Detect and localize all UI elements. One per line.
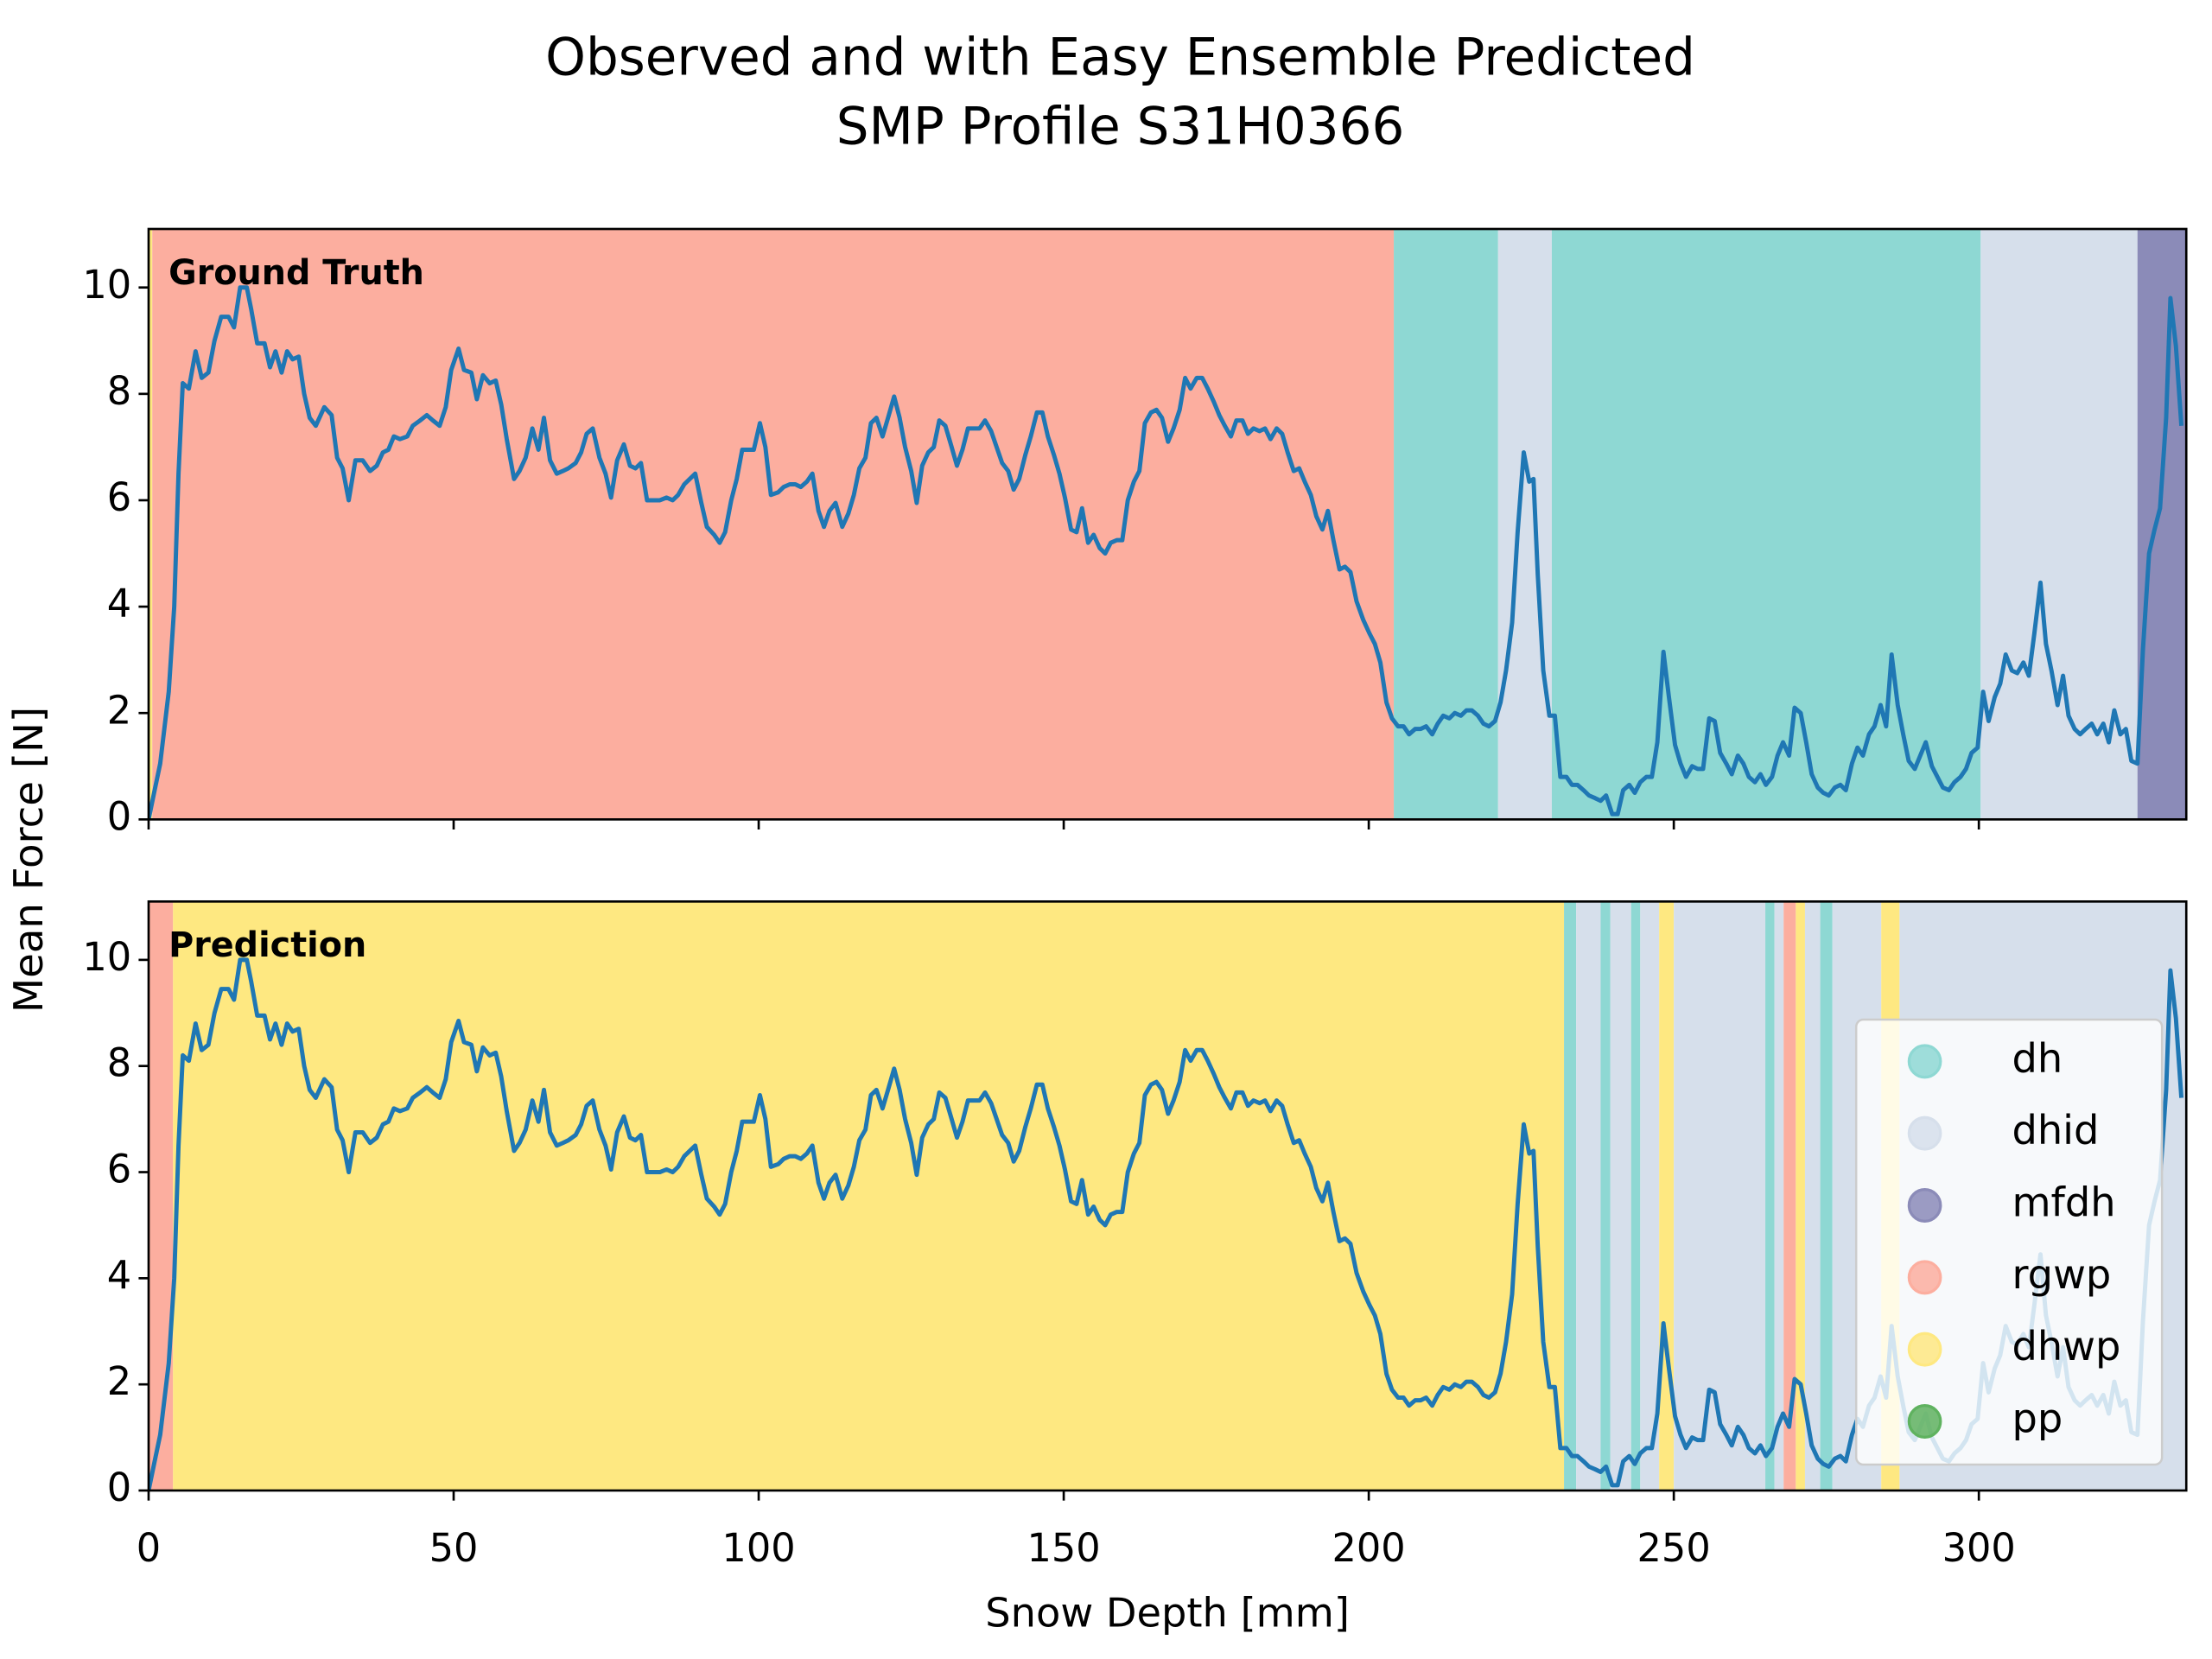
legend-marker (1907, 1116, 1942, 1151)
y-tick-label: 0 (107, 793, 131, 839)
legend-marker (1907, 1188, 1942, 1223)
x-tick-label: 0 (137, 1525, 161, 1571)
axes-frame (147, 900, 2188, 1492)
x-tick-label: 50 (429, 1525, 479, 1571)
legend-label: pp (2012, 1395, 2063, 1441)
legend-label: dh (2012, 1035, 2063, 1082)
axes-frame (147, 227, 2188, 821)
title-line: Observed and with Easy Ensemble Predicte… (545, 28, 1695, 87)
y-tick-label: 2 (107, 687, 131, 733)
x-tick-label: 250 (1637, 1525, 1711, 1571)
layer-band (1394, 229, 1498, 820)
layer-band (1783, 901, 1796, 1491)
layer-band (1640, 901, 1660, 1491)
layer-band (1980, 229, 2138, 820)
legend-marker (1907, 1260, 1942, 1295)
layer-band (148, 229, 153, 820)
layer-band (1765, 901, 1775, 1491)
y-tick-label: 6 (107, 474, 131, 520)
y-tick-label: 6 (107, 1146, 131, 1192)
title-line: SMP Profile S31H0366 (836, 97, 1405, 156)
x-tick-label: 200 (1332, 1525, 1406, 1571)
layer-band (1600, 901, 1611, 1491)
y-tick-label: 4 (107, 1252, 131, 1298)
legend-marker (1907, 1332, 1942, 1367)
y-axis-label: Mean Force [N] (5, 707, 52, 1013)
y-tick-label: 8 (107, 1040, 131, 1086)
y-tick-label: 10 (82, 934, 131, 980)
layer-band (2137, 229, 2187, 820)
x-axis-label: Snow Depth [mm] (985, 1589, 1350, 1636)
plot-area (148, 229, 2187, 820)
y-tick-label: 0 (107, 1465, 131, 1510)
panel-label: Ground Truth (168, 253, 424, 293)
layer-band (1820, 901, 1833, 1491)
layer-band (148, 901, 174, 1491)
panel-label: Prediction (168, 925, 366, 965)
layer-band (152, 229, 1395, 820)
layer-band (1796, 901, 1805, 1491)
legend-label: dhwp (2012, 1323, 2120, 1370)
x-tick-label: 150 (1027, 1525, 1100, 1571)
layer-band (1551, 229, 1981, 820)
layer-band (173, 901, 1565, 1491)
legend-label: rgwp (2012, 1251, 2111, 1298)
layer-band (1564, 901, 1577, 1491)
legend-marker (1907, 1044, 1942, 1079)
legend-label: dhid (2012, 1107, 2099, 1154)
x-tick-label: 300 (1942, 1525, 2016, 1571)
force-line (148, 957, 2184, 1491)
layer-band (1674, 901, 1766, 1491)
y-tick-label: 10 (82, 262, 131, 308)
legend-label: mfdh (2012, 1179, 2115, 1225)
y-tick-label: 8 (107, 368, 131, 414)
layer-band (1610, 901, 1631, 1491)
y-tick-label: 2 (107, 1358, 131, 1404)
legend-box (1854, 1018, 2164, 1466)
layer-band (1774, 901, 1784, 1491)
layer-band (1576, 901, 1601, 1491)
force-line (148, 285, 2184, 820)
layer-band (1497, 229, 1552, 820)
legend-marker (1907, 1404, 1942, 1439)
layer-band (1630, 901, 1641, 1491)
x-tick-label: 100 (721, 1525, 795, 1571)
layer-band (1804, 901, 1821, 1491)
y-tick-label: 4 (107, 581, 131, 626)
